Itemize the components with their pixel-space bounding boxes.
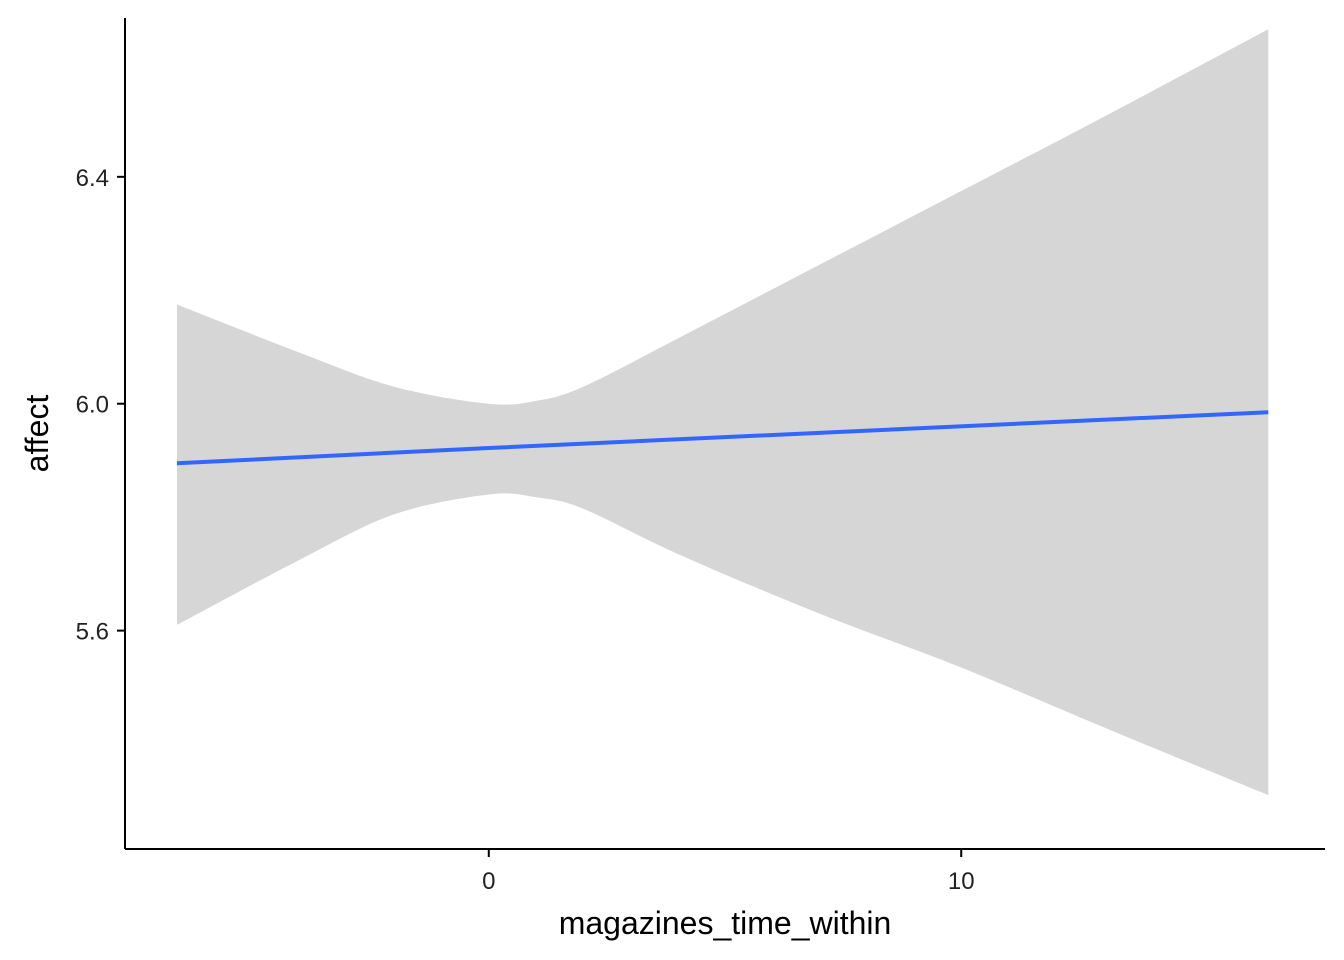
y-tick-label: 5.6 [76, 619, 109, 646]
regression-line-layer [176, 410, 1269, 466]
x-tick-label: 0 [482, 868, 495, 895]
confidence-band-layer [177, 29, 1269, 796]
y-tick-label: 6.0 [76, 392, 109, 419]
y-axis-title: affect [19, 395, 55, 473]
x-axis-ticks: 0 10 [482, 849, 975, 895]
regression-line [176, 410, 1269, 466]
x-axis-title: magazines_time_within [559, 905, 892, 941]
confidence-band [177, 29, 1269, 796]
y-axis-ticks: 5.6 6.0 6.4 [76, 165, 125, 646]
x-tick-label: 10 [948, 868, 975, 895]
y-tick-label: 6.4 [76, 165, 109, 192]
